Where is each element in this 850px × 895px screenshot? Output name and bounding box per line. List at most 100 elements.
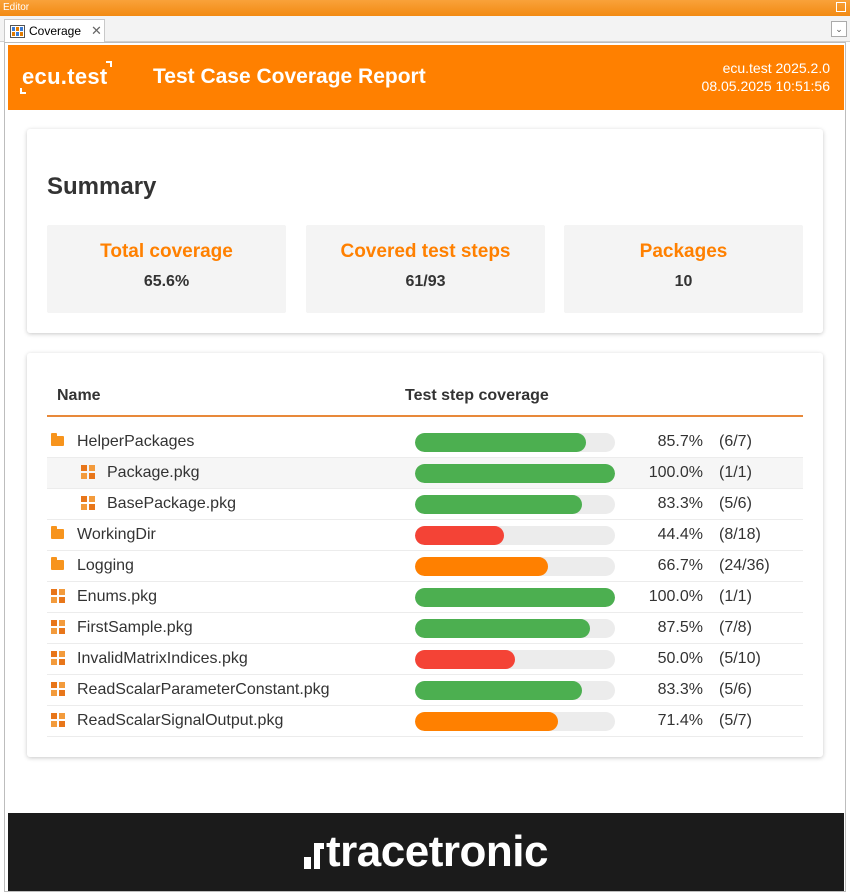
coverage-bar: [415, 526, 615, 545]
package-icon: [51, 620, 65, 634]
folder-icon: [51, 433, 64, 446]
folder-icon: [51, 526, 64, 539]
chevron-down-icon[interactable]: ⌄: [831, 21, 847, 37]
tab-label: Coverage: [29, 24, 82, 38]
coverage-count: (5/6): [719, 681, 752, 698]
coverage-bar: [415, 619, 615, 638]
coverage-count: (5/10): [719, 650, 761, 667]
header-divider: [47, 415, 803, 417]
coverage-percent: 50.0%: [657, 650, 703, 667]
table-row[interactable]: BasePackage.pkg 83.3% (5/6): [47, 489, 803, 520]
table-row[interactable]: WorkingDir 44.4% (8/18): [47, 520, 803, 551]
package-icon: [51, 713, 65, 727]
report-timestamp: 08.05.2025 10:51:56: [701, 78, 830, 94]
coverage-bar-fill: [415, 650, 515, 669]
coverage-percent: 71.4%: [657, 712, 703, 729]
coverage-bar-fill: [415, 464, 615, 483]
table-row[interactable]: Logging 66.7% (24/36): [47, 551, 803, 582]
column-header-name: Name: [57, 387, 101, 404]
coverage-bar-fill: [415, 619, 590, 638]
coverage-percent: 87.5%: [657, 619, 703, 636]
report-viewport[interactable]: ecu.test Test Case Coverage Report ecu.t…: [4, 42, 846, 892]
coverage-percent: 85.7%: [657, 433, 703, 450]
coverage-percent: 83.3%: [657, 681, 703, 698]
version-info: ecu.test 2025.2.0 08.05.2025 10:51:56: [702, 59, 830, 95]
coverage-percent: 100.0%: [648, 588, 703, 605]
coverage-table-card: Name Test step coverage HelperPackages 85…: [27, 353, 823, 757]
coverage-bar-fill: [415, 495, 582, 514]
coverage-bar-fill: [415, 433, 587, 452]
table-row[interactable]: Package.pkg 100.0% (1/1): [47, 458, 803, 489]
coverage-bar-fill: [415, 681, 582, 700]
stat-covered-steps: Covered test steps 61/93: [306, 225, 545, 313]
tab-strip: Coverage ✕ ⌄: [0, 16, 850, 42]
row-name: HelperPackages: [77, 433, 195, 450]
coverage-count: (6/7): [719, 433, 752, 450]
coverage-rows: HelperPackages 85.7% (6/7) Package.pkg 100.0…: [47, 427, 803, 737]
logo-corner-icon-2: [106, 61, 112, 67]
ecu-test-logo: ecu.test: [22, 64, 108, 89]
stat-value: 10: [674, 273, 693, 290]
maximize-icon[interactable]: [836, 2, 846, 12]
table-row[interactable]: ReadScalarSignalOutput.pkg 71.4% (5/7): [47, 706, 803, 737]
table-row[interactable]: HelperPackages 85.7% (6/7): [47, 427, 803, 458]
stat-value: 65.6%: [143, 273, 190, 290]
coverage-count: (8/18): [719, 526, 761, 543]
coverage-count: (1/1): [719, 464, 752, 481]
package-icon: [81, 465, 95, 479]
version-label: ecu.test 2025.2.0: [722, 60, 830, 76]
editor-title-bar: Editor: [0, 0, 850, 16]
column-header-coverage: Test step coverage: [405, 387, 549, 404]
package-icon: [51, 651, 65, 665]
package-icon: [51, 589, 65, 603]
package-icon: [81, 496, 95, 510]
coverage-bar-fill: [415, 557, 549, 576]
coverage-count: (7/8): [719, 619, 752, 636]
report-header: ecu.test Test Case Coverage Report ecu.t…: [8, 45, 844, 110]
coverage-percent: 83.3%: [657, 495, 703, 512]
logo-corner-icon: [20, 88, 26, 94]
coverage-count: (1/1): [719, 588, 752, 605]
table-row[interactable]: FirstSample.pkg 87.5% (7/8): [47, 613, 803, 644]
row-name: InvalidMatrixIndices.pkg: [77, 650, 248, 667]
stat-label: Packages: [639, 241, 728, 262]
tracetronic-mark-icon: [304, 839, 324, 869]
coverage-bar: [415, 681, 615, 700]
tracetronic-logo: tracetronic: [326, 827, 548, 876]
tab-coverage[interactable]: Coverage ✕: [4, 19, 105, 42]
coverage-bar-fill: [415, 526, 504, 545]
coverage-percent: 100.0%: [648, 464, 703, 481]
table-row[interactable]: Enums.pkg 100.0% (1/1): [47, 582, 803, 613]
coverage-bar-fill: [415, 712, 558, 731]
stat-label: Covered test steps: [340, 241, 511, 262]
stat-packages: Packages 10: [564, 225, 803, 313]
page-title: Test Case Coverage Report: [153, 65, 426, 88]
coverage-count: (5/7): [719, 712, 752, 729]
coverage-count: (24/36): [719, 557, 770, 574]
package-icon: [51, 682, 65, 696]
report-footer: tracetronic: [8, 813, 844, 891]
coverage-bar: [415, 495, 615, 514]
report-icon: [10, 24, 25, 38]
close-icon[interactable]: ✕: [91, 23, 102, 38]
coverage-bar: [415, 650, 615, 669]
row-name: ReadScalarSignalOutput.pkg: [77, 712, 284, 729]
coverage-count: (5/6): [719, 495, 752, 512]
summary-title: Summary: [47, 173, 157, 200]
summary-card: Summary Total coverage 65.6% Covered tes…: [27, 129, 823, 333]
row-name: Enums.pkg: [77, 588, 158, 605]
table-row[interactable]: InvalidMatrixIndices.pkg 50.0% (5/10): [47, 644, 803, 675]
coverage-percent: 66.7%: [657, 557, 703, 574]
row-name: Package.pkg: [107, 464, 200, 481]
row-name: FirstSample.pkg: [77, 619, 193, 636]
coverage-bar-fill: [415, 588, 615, 607]
table-row[interactable]: ReadScalarParameterConstant.pkg 83.3% (5/6…: [47, 675, 803, 706]
coverage-bar: [415, 712, 615, 731]
editor-title: Editor: [3, 2, 30, 13]
coverage-bar: [415, 433, 615, 452]
coverage-bar: [415, 588, 615, 607]
stat-value: 61/93: [405, 273, 446, 290]
stat-total-coverage: Total coverage 65.6%: [47, 225, 286, 313]
coverage-bar: [415, 557, 615, 576]
row-name: Logging: [77, 557, 134, 574]
